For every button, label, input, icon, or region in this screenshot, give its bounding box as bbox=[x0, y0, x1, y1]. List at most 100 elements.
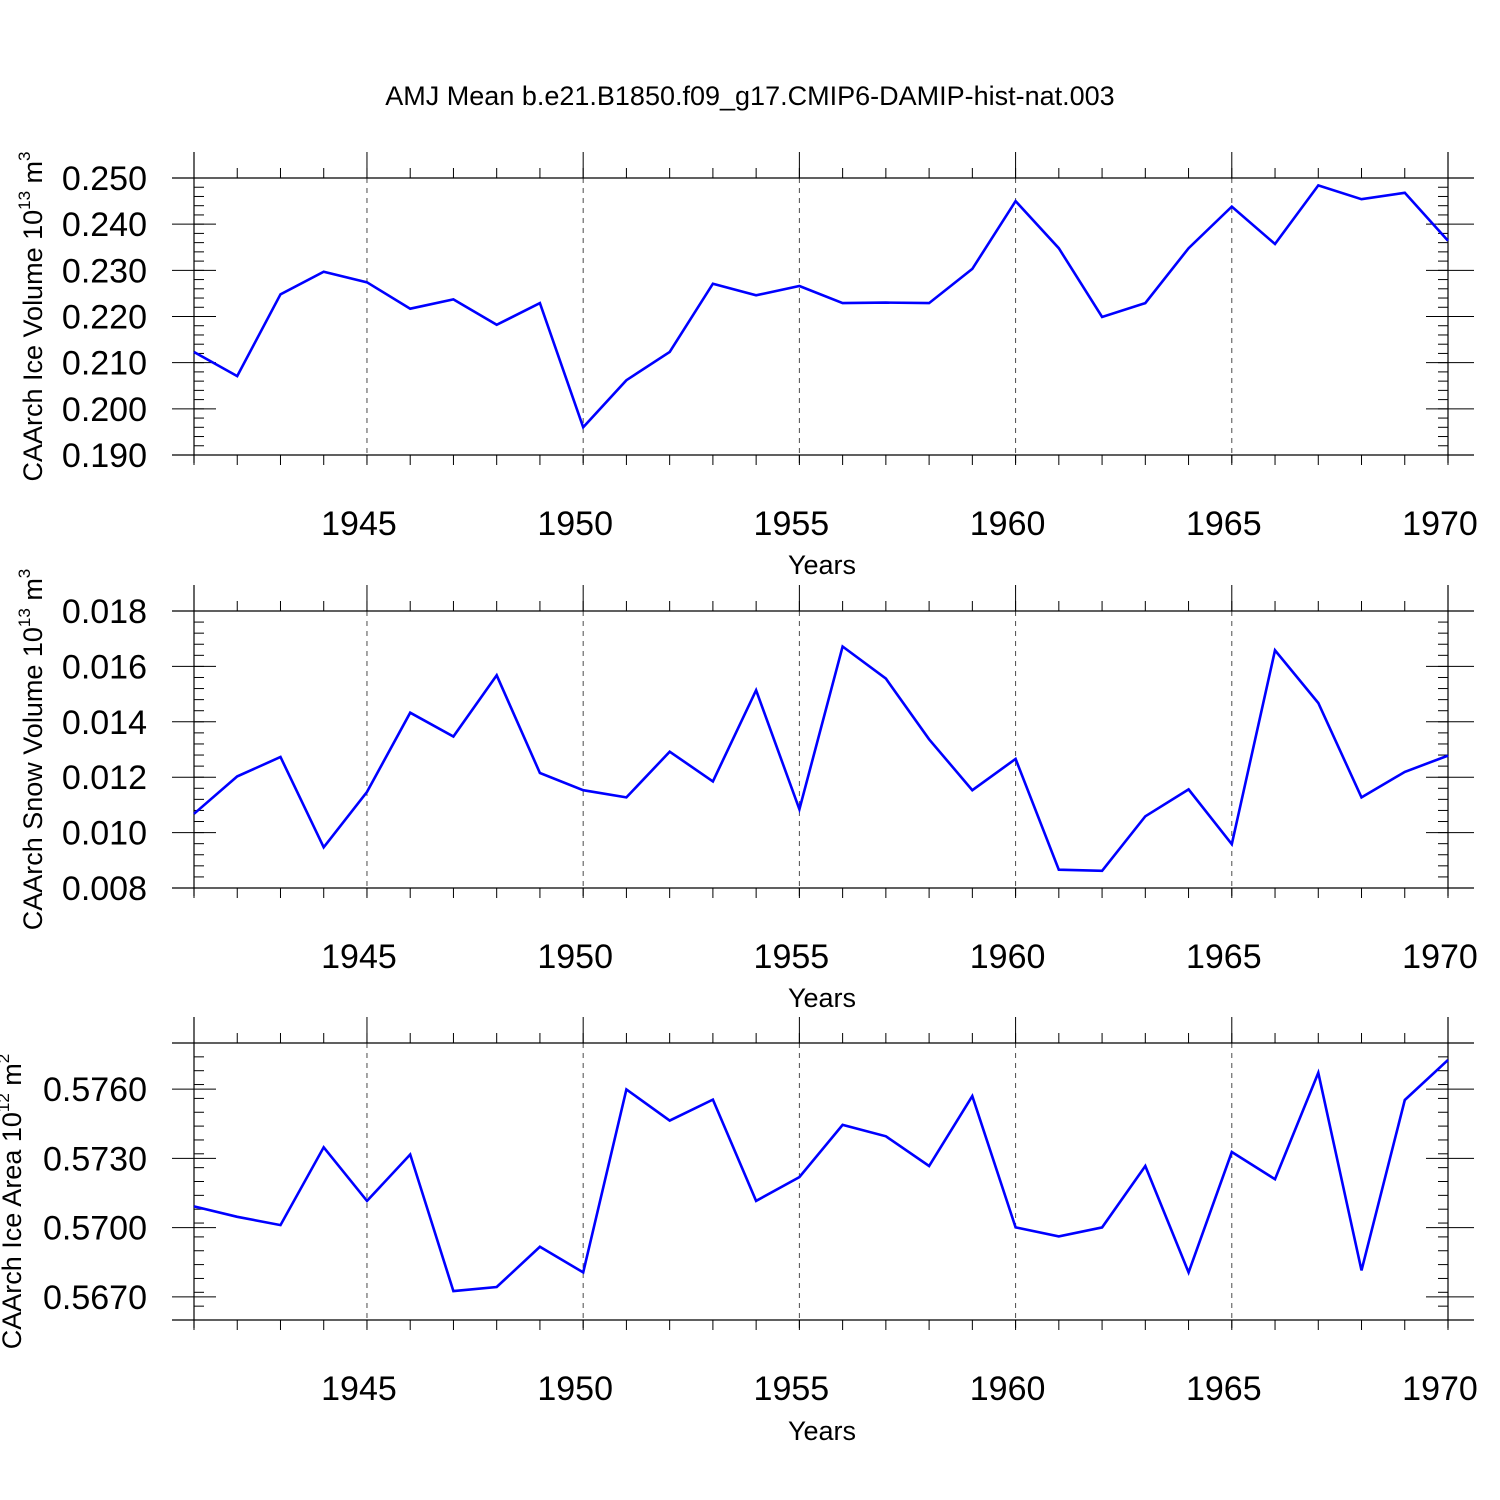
data-point bbox=[711, 779, 715, 783]
data-point bbox=[711, 1098, 715, 1102]
x-tick-label: 1965 bbox=[1186, 505, 1262, 543]
y-axis-title-unit: m bbox=[18, 578, 48, 608]
data-point bbox=[668, 350, 672, 354]
data-point bbox=[408, 307, 412, 311]
data-point bbox=[495, 1285, 499, 1289]
y-axis-title-unit: m bbox=[0, 1063, 27, 1093]
x-tick-label: 1950 bbox=[537, 1370, 613, 1408]
data-point bbox=[711, 282, 715, 286]
data-point bbox=[1014, 757, 1018, 761]
data-point bbox=[365, 790, 369, 794]
y-tick-label: 0.250 bbox=[62, 160, 147, 198]
y-tick-label: 0.010 bbox=[62, 815, 147, 853]
data-point bbox=[1100, 1225, 1104, 1229]
y-tick-label: 0.014 bbox=[62, 704, 147, 742]
x-tick-label: 1955 bbox=[754, 1370, 830, 1408]
data-point bbox=[1403, 770, 1407, 774]
data-point bbox=[970, 267, 974, 271]
x-tick-label: 1960 bbox=[970, 938, 1046, 976]
x-tick-label: 1965 bbox=[1186, 938, 1262, 976]
x-tick-label: 1960 bbox=[970, 505, 1046, 543]
y-tick-label: 0.200 bbox=[62, 391, 147, 429]
data-point bbox=[1057, 1234, 1061, 1238]
data-point bbox=[841, 1123, 845, 1127]
data-point bbox=[408, 711, 412, 715]
data-point bbox=[581, 425, 585, 429]
data-point bbox=[884, 677, 888, 681]
data-point bbox=[884, 1134, 888, 1138]
x-tick-label: 1950 bbox=[537, 505, 613, 543]
x-tick-label: 1945 bbox=[321, 938, 397, 976]
y-tick-label: 0.240 bbox=[62, 206, 147, 244]
y-axis-title-unit-exponent: 3 bbox=[15, 569, 34, 578]
data-point bbox=[927, 737, 931, 741]
x-tick-label: 1970 bbox=[1402, 505, 1478, 543]
data-point bbox=[624, 1087, 628, 1091]
y-axis-title-unit-exponent: 3 bbox=[15, 151, 34, 160]
data-point bbox=[1316, 1071, 1320, 1075]
y-tick-label: 0.210 bbox=[62, 345, 147, 383]
data-point bbox=[279, 292, 283, 296]
data-point bbox=[1143, 1164, 1147, 1168]
data-point bbox=[235, 774, 239, 778]
panel-ice-volume: 0.190 0.200 0.210 0.220 0.230 0.240 0.250 1945 1… bbox=[15, 151, 1478, 580]
data-point bbox=[538, 771, 542, 775]
data-point bbox=[322, 845, 326, 849]
data-point bbox=[797, 1175, 801, 1179]
x-tick-label: 1960 bbox=[970, 1370, 1046, 1408]
y-tick-label: 0.190 bbox=[62, 437, 147, 475]
data-point bbox=[1014, 199, 1018, 203]
data-point bbox=[322, 1145, 326, 1149]
data-point bbox=[1187, 787, 1191, 791]
y-axis-title-exponent: 12 bbox=[0, 1093, 13, 1112]
data-point bbox=[841, 645, 845, 649]
data-point bbox=[1403, 1098, 1407, 1102]
y-axis-title: CAArch Ice Area 1012 m2 bbox=[0, 1054, 27, 1350]
data-point bbox=[279, 1223, 283, 1227]
data-point bbox=[1014, 1225, 1018, 1229]
data-point bbox=[451, 297, 455, 301]
data-point bbox=[538, 301, 542, 305]
data-point bbox=[1187, 246, 1191, 250]
data-point bbox=[322, 270, 326, 274]
data-point bbox=[581, 1270, 585, 1274]
data-point bbox=[1446, 1058, 1450, 1062]
data-point bbox=[1100, 315, 1104, 319]
y-axis-title-text: CAArch Snow Volume 10 bbox=[18, 627, 48, 930]
data-point bbox=[192, 812, 196, 816]
data-point bbox=[884, 301, 888, 305]
y-tick-label: 0.5760 bbox=[43, 1071, 147, 1109]
data-point bbox=[668, 750, 672, 754]
x-tick-label: 1945 bbox=[321, 1370, 397, 1408]
y-axis-title-text: CAArch Ice Area 10 bbox=[0, 1112, 27, 1349]
y-tick-label: 0.018 bbox=[62, 593, 147, 631]
data-point bbox=[1100, 869, 1104, 873]
data-point bbox=[970, 1094, 974, 1098]
panel-snow-volume: 0.008 0.010 0.012 0.014 0.016 0.018 1945 1950 19… bbox=[15, 569, 1478, 1013]
y-axis-title-exponent: 13 bbox=[15, 608, 34, 627]
y-tick-label: 0.230 bbox=[62, 252, 147, 290]
data-point bbox=[970, 788, 974, 792]
x-tick-label: 1955 bbox=[754, 938, 830, 976]
data-point bbox=[841, 301, 845, 305]
data-point bbox=[797, 284, 801, 288]
data-point bbox=[1230, 842, 1234, 846]
data-point bbox=[495, 323, 499, 327]
series-line-ice-volume bbox=[193, 183, 1449, 430]
data-point bbox=[754, 688, 758, 692]
y-tick-label: 0.016 bbox=[62, 648, 147, 686]
y-tick-label: 0.5730 bbox=[43, 1140, 147, 1178]
data-point bbox=[1230, 205, 1234, 209]
data-point bbox=[927, 301, 931, 305]
data-point bbox=[1446, 239, 1450, 243]
data-point bbox=[1057, 246, 1061, 250]
x-tick-label: 1945 bbox=[321, 505, 397, 543]
data-point bbox=[927, 1164, 931, 1168]
data-point bbox=[1187, 1270, 1191, 1274]
data-point bbox=[192, 350, 196, 354]
x-axis-title: Years bbox=[788, 983, 856, 1013]
data-point bbox=[365, 1199, 369, 1203]
data-point bbox=[279, 755, 283, 759]
data-point bbox=[1360, 1268, 1364, 1272]
